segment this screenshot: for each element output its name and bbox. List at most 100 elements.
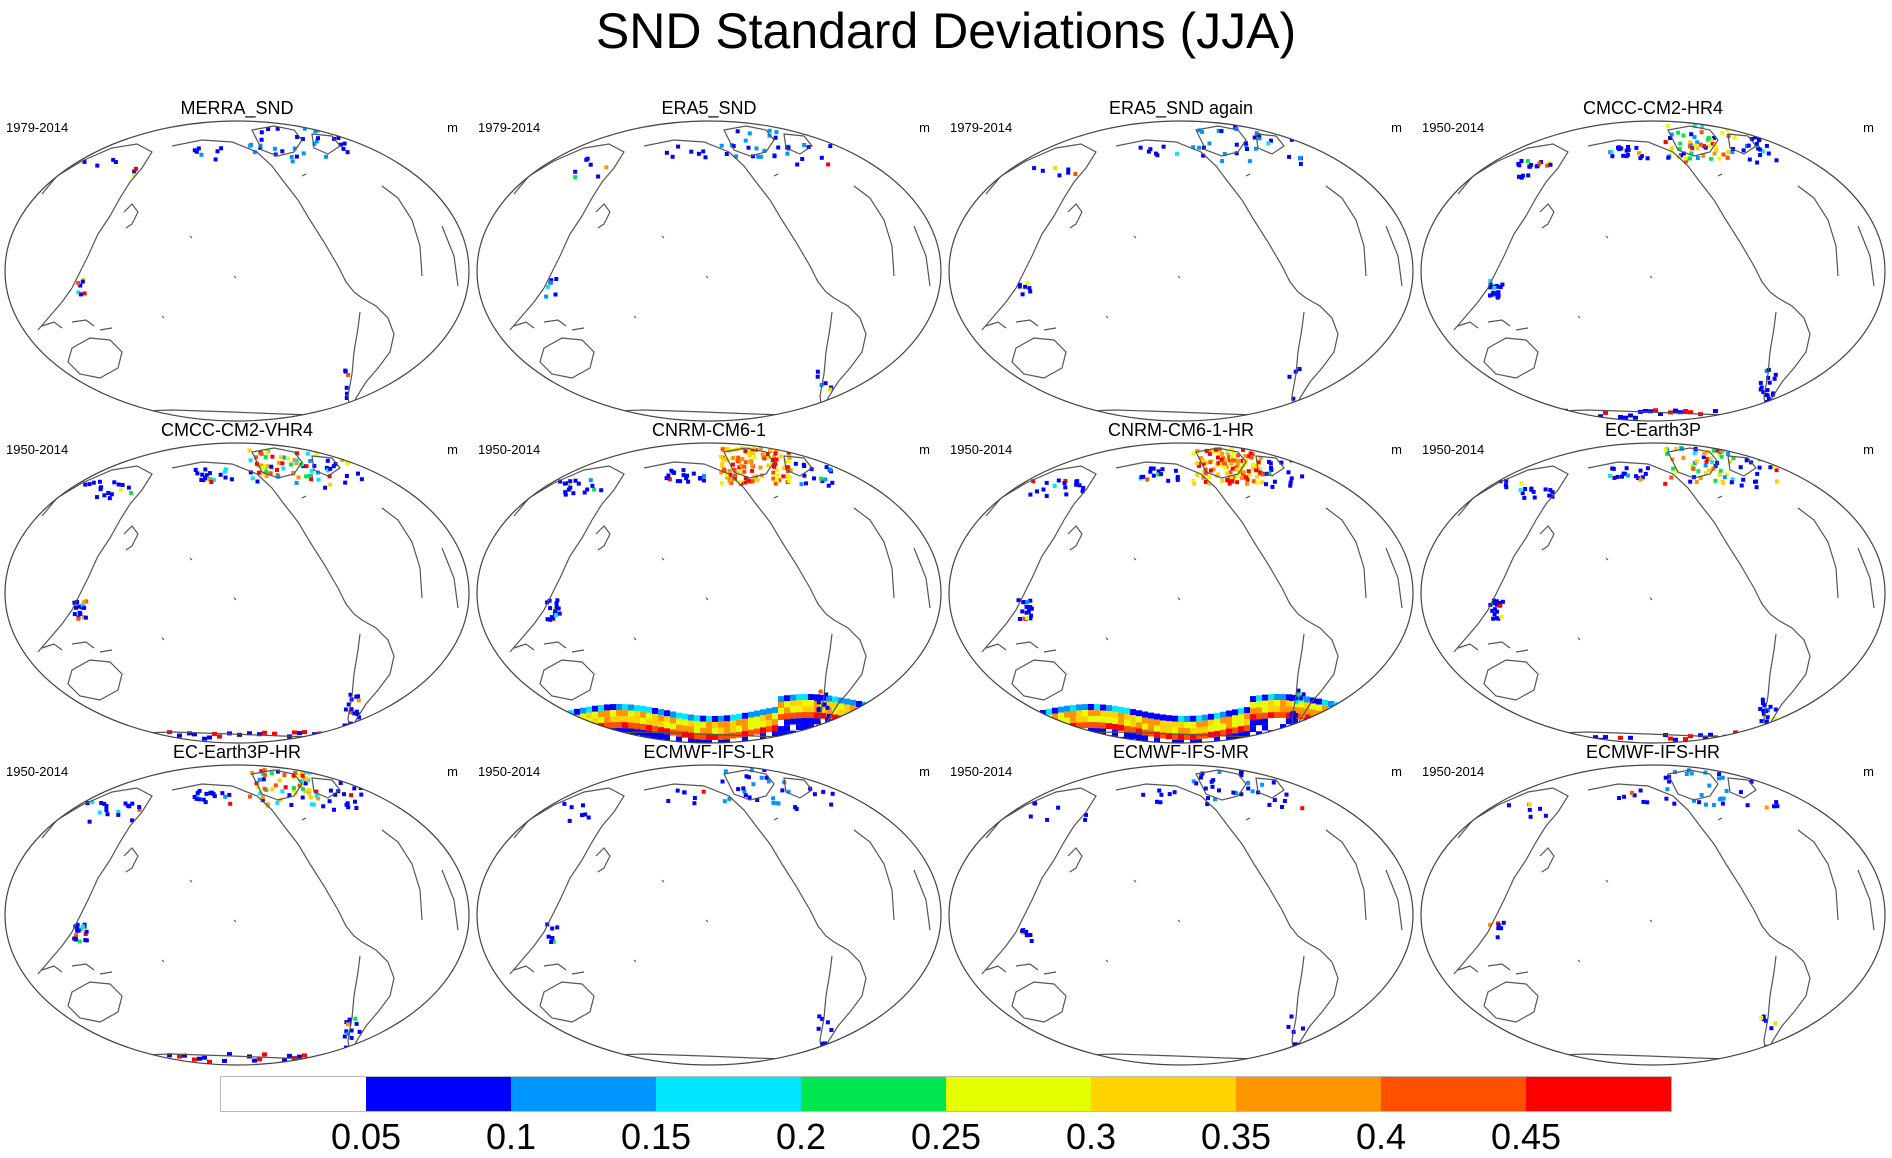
arctic-cell — [1663, 140, 1668, 145]
coastline — [347, 297, 395, 415]
arctic-cell — [1241, 470, 1246, 475]
snow-cell — [1764, 719, 1769, 724]
antarctic-cell — [682, 731, 688, 738]
antarctic-cell — [1028, 730, 1034, 737]
snow-cell — [1629, 790, 1634, 795]
coastline — [67, 981, 123, 1023]
snow-cell — [356, 471, 360, 476]
antarctic-cell — [850, 711, 856, 718]
arctic-cell — [1230, 458, 1235, 463]
map-border — [948, 442, 1414, 744]
arctic-cell — [299, 462, 304, 467]
antarctic-cell — [1733, 730, 1738, 735]
antarctic-cell — [392, 735, 397, 740]
snow-cell — [681, 468, 686, 473]
antarctic-cell — [532, 727, 538, 734]
snow-cell — [1496, 923, 1501, 928]
antarctic-cell — [1328, 730, 1334, 737]
snow-cell — [1758, 153, 1763, 157]
antarctic-cell — [730, 726, 736, 733]
antarctic-cell — [297, 1054, 302, 1059]
arctic-cell — [273, 783, 278, 788]
antarctic-cell — [986, 721, 992, 728]
antarctic-cell — [1232, 709, 1238, 716]
antarctic-cell — [1148, 718, 1154, 725]
panel-period: 1950-2014 — [1422, 120, 1485, 135]
arctic-cell — [315, 470, 320, 475]
arctic-cell — [1213, 447, 1218, 452]
antarctic-cell — [1052, 719, 1058, 726]
antarctic-cell — [658, 733, 664, 740]
antarctic-cell — [1298, 707, 1304, 714]
snow-cell — [344, 1029, 349, 1034]
snow-cell — [74, 605, 78, 610]
antarctic-cell — [1334, 732, 1340, 739]
antarctic-cell — [1154, 737, 1160, 743]
snow-cell — [1767, 380, 1772, 385]
antarctic-cell — [1172, 739, 1178, 743]
antarctic-cell — [1082, 716, 1088, 723]
snow-cell — [1495, 609, 1499, 614]
arctic-cell — [727, 479, 732, 484]
coastline — [513, 963, 585, 975]
snow-cell — [1160, 467, 1165, 472]
antarctic-cell — [1256, 713, 1262, 720]
antarctic-cell — [1052, 725, 1058, 732]
antarctic-cell — [652, 731, 658, 738]
coastline — [819, 619, 867, 737]
snow-cell — [76, 616, 81, 621]
antarctic-cell — [1106, 717, 1112, 724]
arctic-cell — [297, 783, 302, 788]
antarctic-cell — [634, 711, 640, 718]
antarctic-cell — [706, 721, 712, 728]
panel-title: CMCC-CM2-VHR4 — [161, 420, 313, 440]
antarctic-cell — [1166, 727, 1172, 734]
antarctic-cell — [604, 728, 610, 735]
map-plot — [4, 764, 470, 1066]
snow-cell — [826, 162, 831, 167]
snow-cell — [1175, 476, 1180, 481]
antarctic-cell — [1753, 731, 1758, 736]
coastline — [123, 847, 139, 873]
antarctic-cell — [850, 723, 856, 730]
snow-cell — [1024, 929, 1029, 934]
antarctic-cell — [880, 710, 886, 717]
arctic-cell — [785, 145, 790, 150]
antarctic-cell — [778, 726, 784, 733]
antarctic-cell — [1352, 716, 1358, 723]
antarctic-cell — [1346, 710, 1352, 717]
arctic-cell — [1236, 453, 1240, 458]
snow-cell — [332, 807, 336, 812]
snow-cell — [1035, 489, 1039, 494]
snow-cell — [1028, 605, 1033, 610]
snow-cell — [1522, 495, 1527, 500]
coastline — [853, 185, 895, 277]
antarctic-cell — [1274, 730, 1280, 737]
arctic-cell — [739, 464, 744, 469]
antarctic-cell — [754, 728, 760, 735]
antarctic-cell — [646, 724, 652, 731]
antarctic-cell — [207, 1059, 212, 1064]
antarctic-cell — [868, 703, 874, 710]
map-panel: CNRM-CM6-1-HR 1950-2014 m — [946, 420, 1416, 750]
snow-cell — [346, 1031, 351, 1036]
coastline — [37, 287, 73, 331]
arctic-cell — [1258, 456, 1263, 461]
snow-cell — [1527, 807, 1532, 812]
antarctic-cell — [772, 725, 778, 732]
antarctic-cell — [574, 726, 580, 733]
snow-cell — [349, 707, 354, 712]
antarctic-cell — [868, 721, 874, 728]
coastline — [161, 495, 307, 641]
arctic-cell — [1239, 770, 1244, 775]
panel-period: 1950-2014 — [6, 764, 69, 779]
antarctic-cell — [544, 714, 550, 721]
antarctic-cell — [1703, 735, 1708, 740]
snow-cell — [678, 479, 683, 484]
antarctic-cell — [1010, 733, 1016, 740]
arctic-cell — [259, 130, 264, 135]
coastline — [1457, 641, 1529, 653]
antarctic-cell — [730, 714, 736, 721]
coastline — [1797, 829, 1839, 921]
snow-cell — [568, 479, 573, 484]
